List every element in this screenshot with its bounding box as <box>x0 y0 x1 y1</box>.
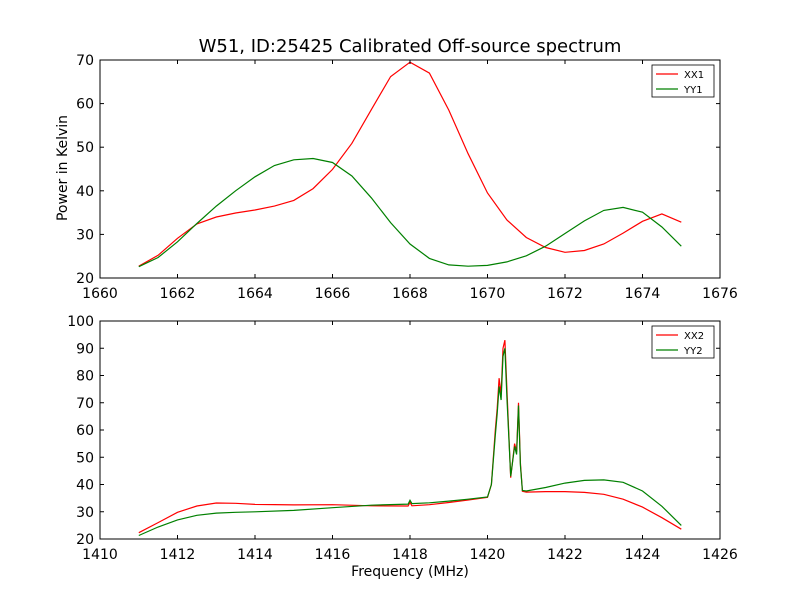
x-tick-label: 1412 <box>160 547 196 563</box>
x-tick-label: 1414 <box>237 547 273 563</box>
x-tick-label: 1674 <box>625 286 661 302</box>
y-tick-label: 40 <box>76 184 94 200</box>
series-line-YY1 <box>138 157 682 268</box>
x-tick-label: 1418 <box>392 547 428 563</box>
chart-title: W51, ID:25425 Calibrated Off-source spec… <box>199 36 622 57</box>
y-tick-label: 20 <box>76 271 94 287</box>
legend-label-YY1: YY1 <box>683 85 703 96</box>
x-tick-label: 1422 <box>547 547 583 563</box>
x-axis-label: Frequency (MHz) <box>351 564 469 580</box>
y-tick-label: 80 <box>76 369 94 385</box>
y-tick-label: 70 <box>76 396 94 412</box>
y-tick-label: 30 <box>76 505 94 521</box>
legend-label-XX1: XX1 <box>684 70 704 81</box>
y-tick-label: 60 <box>76 97 94 113</box>
x-tick-label: 1662 <box>160 286 196 302</box>
y-tick-label: 30 <box>76 227 94 243</box>
legend-box <box>651 325 715 359</box>
y-tick-label: 90 <box>76 341 94 357</box>
x-tick-label: 1660 <box>82 286 118 302</box>
x-tick-label: 1416 <box>315 547 351 563</box>
y-axis-label: Power in Kelvin <box>55 115 71 221</box>
legend-box <box>651 64 715 98</box>
y-tick-label: 100 <box>67 314 94 330</box>
x-tick-label: 1672 <box>547 286 583 302</box>
plot-panels: 1660 1662 1664 1666 1668 1670 1672 1674 1676 20 30… <box>67 53 738 563</box>
plot-panel-2: 1410 1412 1414 1416 1418 1420 1422 1424 1426 20 30… <box>67 314 738 563</box>
x-tick-label: 1426 <box>702 547 738 563</box>
legend-label-YY2: YY2 <box>683 346 703 357</box>
plot-panel-1: 1660 1662 1664 1666 1668 1670 1672 1674 1676 20 30… <box>76 53 738 302</box>
x-tick-label: 1664 <box>237 286 273 302</box>
y-tick-label: 50 <box>76 140 94 156</box>
x-tick-label: 1676 <box>702 286 738 302</box>
y-tick-label: 40 <box>76 478 94 494</box>
y-tick-label: 20 <box>76 532 94 548</box>
x-tick-label: 1668 <box>392 286 428 302</box>
series-line-YY2 <box>138 348 682 537</box>
y-tick-label: 70 <box>76 53 94 69</box>
x-tick-label: 1424 <box>625 547 661 563</box>
x-tick-label: 1666 <box>315 286 351 302</box>
legend-label-XX2: XX2 <box>684 331 704 342</box>
y-tick-label: 60 <box>76 423 94 439</box>
x-tick-label: 1410 <box>82 547 118 563</box>
x-tick-label: 1420 <box>470 547 506 563</box>
x-tick-label: 1670 <box>470 286 506 302</box>
y-tick-label: 50 <box>76 450 94 466</box>
